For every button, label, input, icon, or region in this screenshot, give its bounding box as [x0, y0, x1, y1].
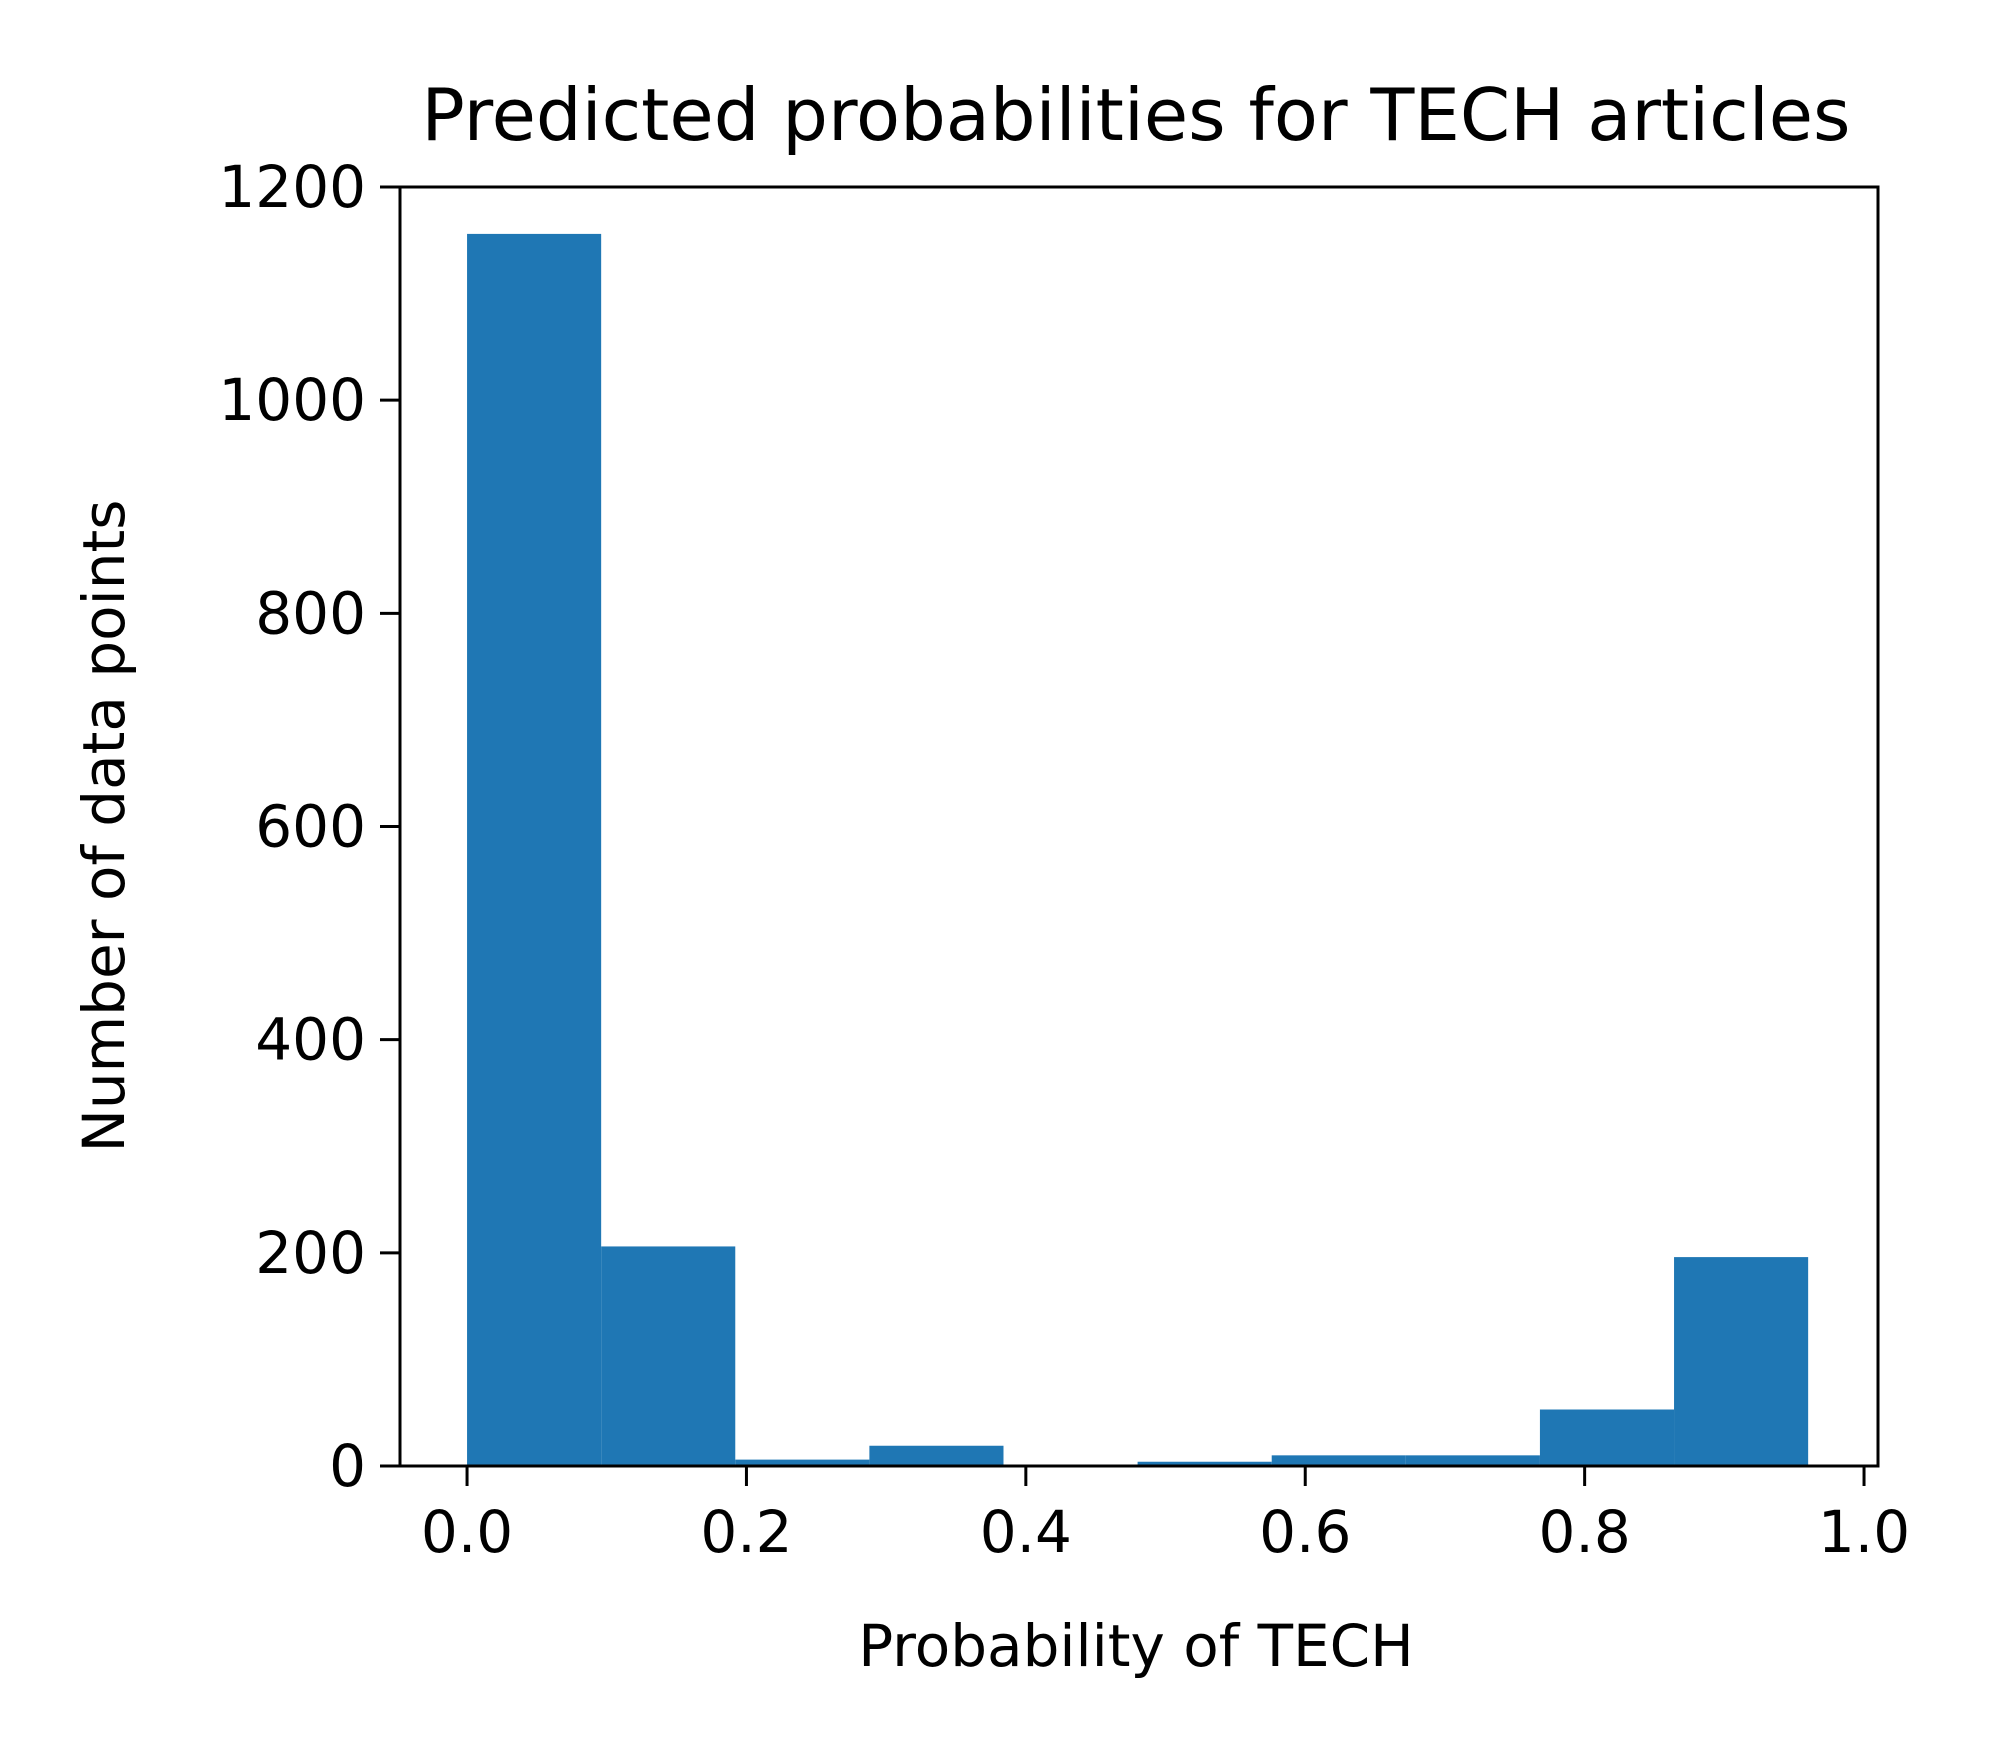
- histogram-bar-3: [869, 1445, 1004, 1466]
- chart-title: Predicted probabilities for TECH article…: [421, 73, 1850, 157]
- y-tick-label-4: 800: [255, 579, 366, 647]
- x-tick-label-3: 0.6: [1259, 1498, 1351, 1566]
- x-axis-ticks: 0.0 0.2 0.4 0.6 0.8 1.0: [421, 1466, 1910, 1566]
- y-tick-label-6: 1200: [218, 153, 366, 221]
- histogram-bar-9: [1674, 1257, 1809, 1466]
- histogram-bars: [467, 233, 1809, 1466]
- x-tick-label-4: 0.8: [1539, 1498, 1631, 1566]
- y-tick-label-5: 1000: [218, 366, 366, 434]
- histogram-bar-8: [1539, 1409, 1675, 1466]
- histogram-bar-1: [601, 1246, 736, 1466]
- x-tick-label-2: 0.4: [980, 1498, 1072, 1566]
- y-tick-label-2: 400: [255, 1006, 366, 1074]
- histogram-bar-0: [467, 233, 602, 1466]
- x-axis-label: Probability of TECH: [858, 1612, 1414, 1680]
- y-axis-ticks: 0 200 400 600 800 1000 1200: [218, 153, 400, 1500]
- histogram-bar-7: [1405, 1455, 1540, 1466]
- x-tick-label-5: 1.0: [1818, 1498, 1910, 1566]
- y-tick-label-1: 200: [255, 1219, 366, 1287]
- y-axis-label: Number of data points: [70, 500, 138, 1153]
- histogram-bar-5: [1137, 1461, 1272, 1466]
- histogram-bar-2: [735, 1459, 870, 1466]
- x-tick-label-1: 0.2: [700, 1498, 792, 1566]
- x-tick-label-0: 0.0: [421, 1498, 513, 1566]
- y-tick-label-0: 0: [329, 1432, 366, 1500]
- histogram-bar-6: [1271, 1455, 1406, 1466]
- y-tick-label-3: 600: [255, 793, 366, 861]
